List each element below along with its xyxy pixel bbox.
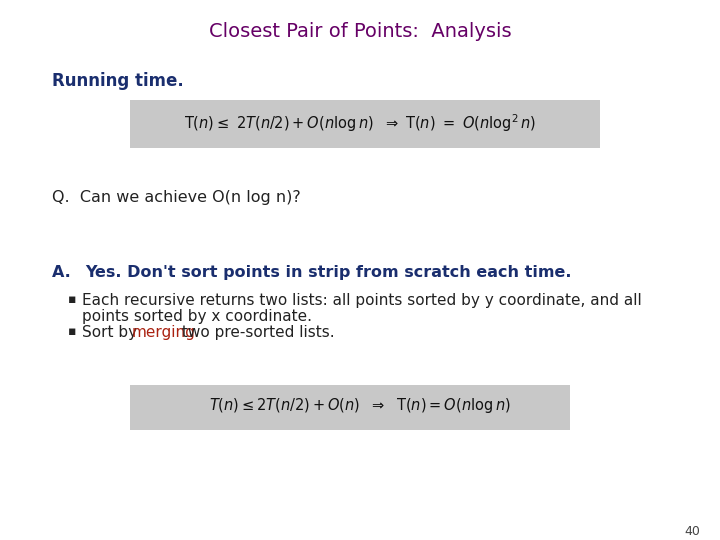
Text: Q.  Can we achieve O(n log n)?: Q. Can we achieve O(n log n)? [52,190,301,205]
Text: merging: merging [132,325,196,340]
Text: ▪: ▪ [68,293,76,306]
Text: Closest Pair of Points:  Analysis: Closest Pair of Points: Analysis [209,22,511,41]
Text: $T(n) \leq 2T(n/2) + O(n) \ \ \Rightarrow \ \ \mathrm{T}(n) = O(n\log n)$: $T(n) \leq 2T(n/2) + O(n) \ \ \Rightarro… [209,396,511,415]
Text: points sorted by x coordinate.: points sorted by x coordinate. [82,309,312,324]
Text: Yes. Don't sort points in strip from scratch each time.: Yes. Don't sort points in strip from scr… [85,265,572,280]
Text: two pre-sorted lists.: two pre-sorted lists. [177,325,335,340]
FancyBboxPatch shape [130,385,570,430]
Text: ▪: ▪ [68,325,76,338]
Text: Each recursive returns two lists: all points sorted by y coordinate, and all: Each recursive returns two lists: all po… [82,293,642,308]
Text: $\mathrm{T}(n) \leq \ 2T(n/2) + O(n\log n) \ \ \Rightarrow \ \mathrm{T}(n) \ = \: $\mathrm{T}(n) \leq \ 2T(n/2) + O(n\log … [184,112,536,134]
Text: 40: 40 [684,525,700,538]
FancyBboxPatch shape [130,100,600,148]
Text: Running time.: Running time. [52,72,184,90]
Text: A.: A. [52,265,82,280]
Text: Sort by: Sort by [82,325,142,340]
